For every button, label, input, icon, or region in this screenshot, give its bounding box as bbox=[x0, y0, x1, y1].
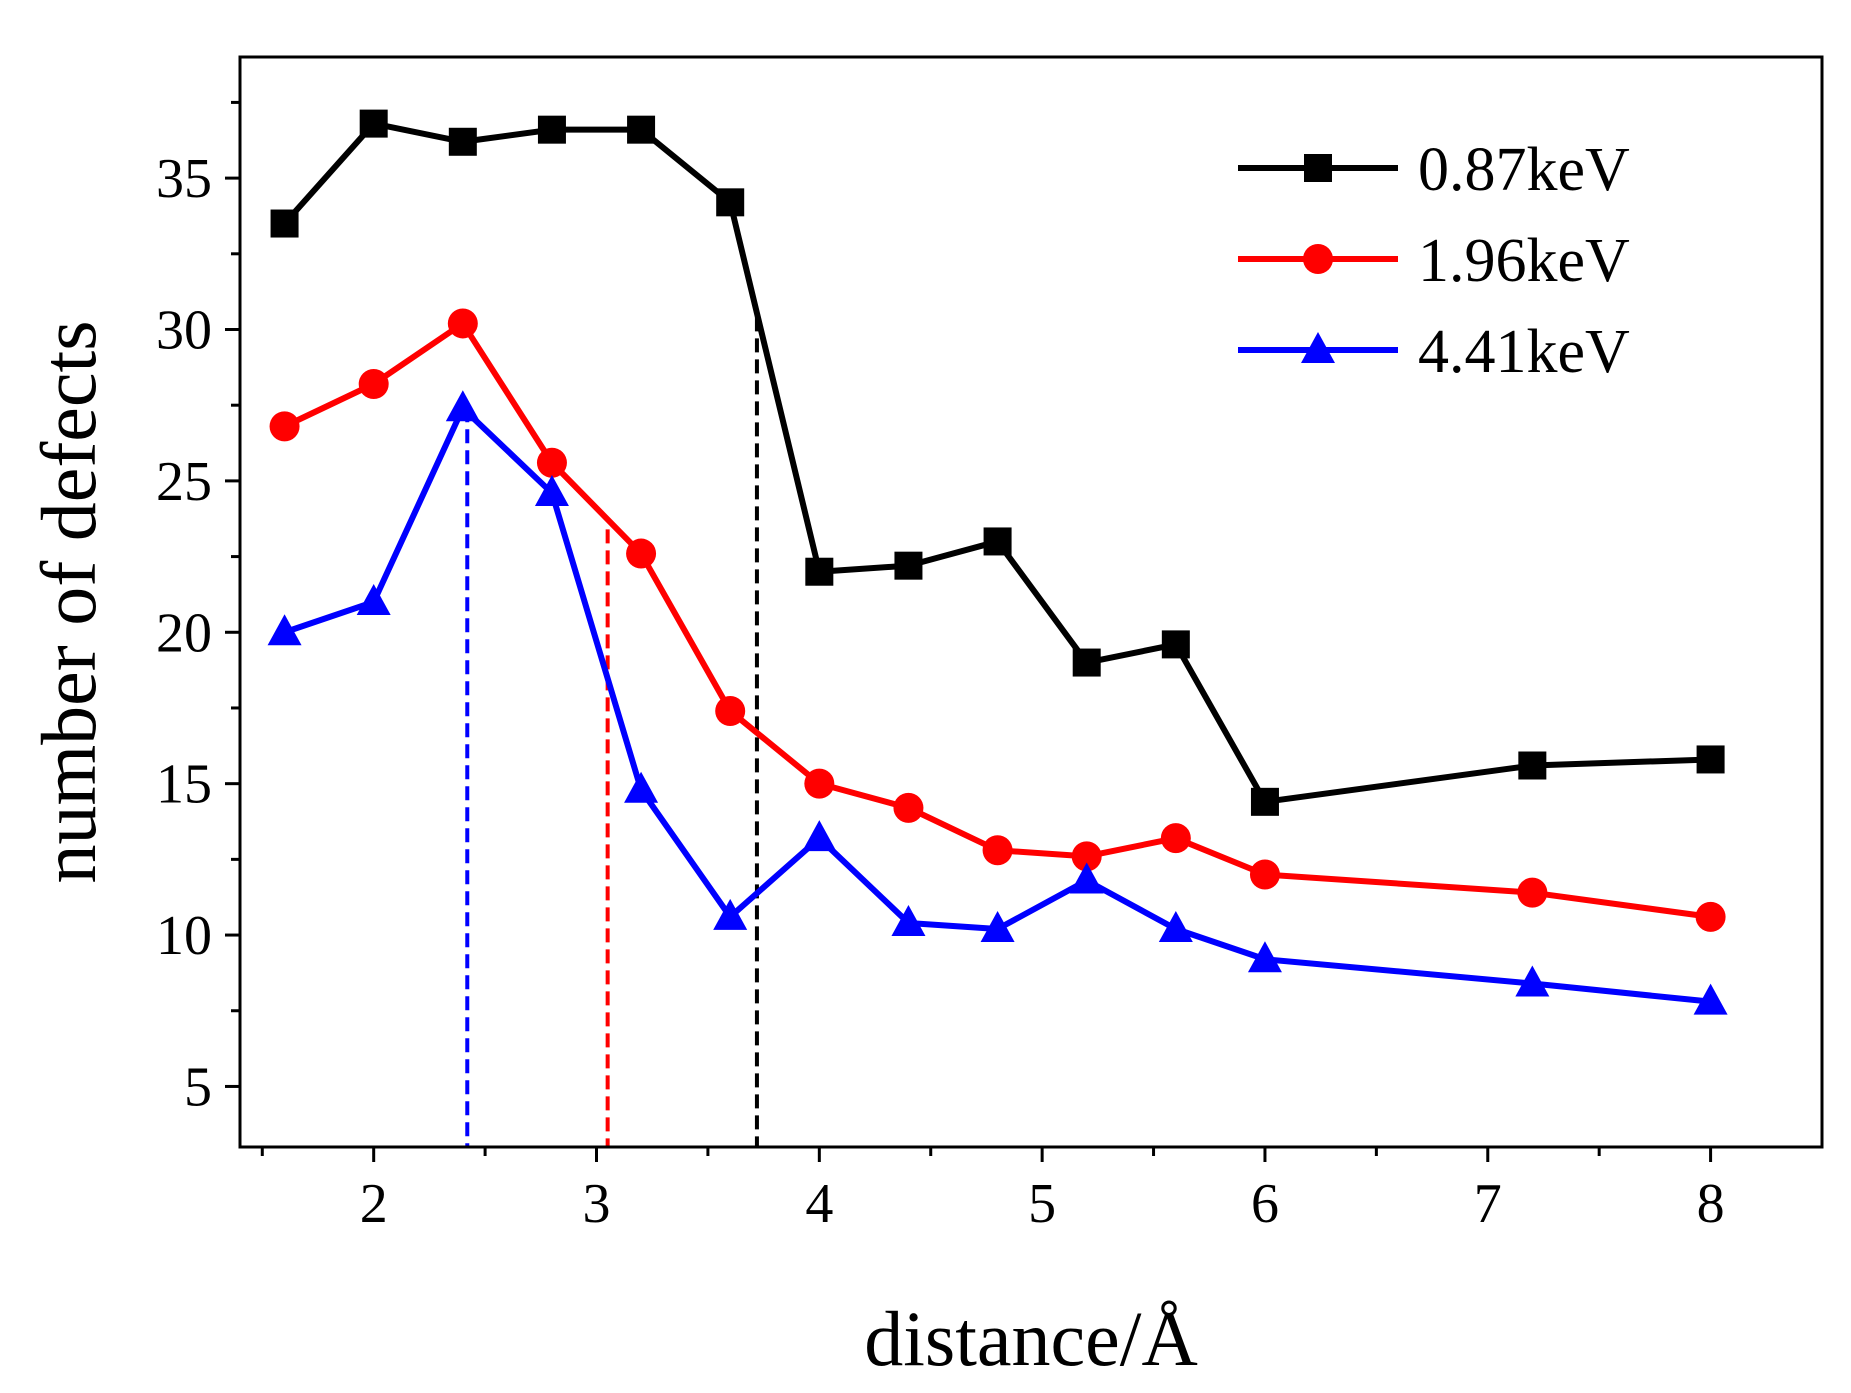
y-tick-labels: 5 10 15 20 25 30 35 bbox=[156, 148, 212, 1118]
data-point bbox=[982, 835, 1013, 866]
x-tick-label: 4 bbox=[805, 1173, 833, 1235]
x-tick-label: 6 bbox=[1251, 1173, 1279, 1235]
data-point bbox=[1250, 787, 1279, 816]
x-tick-label: 7 bbox=[1474, 1173, 1502, 1235]
legend-marker bbox=[1303, 244, 1333, 274]
data-point bbox=[627, 115, 656, 144]
legend-label: 4.41keV bbox=[1418, 318, 1630, 386]
data-point bbox=[716, 188, 745, 217]
data-point bbox=[1696, 745, 1725, 774]
data-point bbox=[445, 390, 480, 422]
data-point bbox=[356, 584, 391, 615]
series-0.87keV bbox=[270, 109, 1725, 816]
data-point bbox=[1161, 630, 1190, 659]
y-tick-label: 20 bbox=[156, 602, 212, 664]
data-point bbox=[267, 614, 302, 646]
data-point bbox=[269, 411, 300, 442]
series-1.96keV bbox=[269, 308, 1726, 932]
y-tick-label: 30 bbox=[156, 300, 212, 362]
x-tick-label: 5 bbox=[1028, 1173, 1056, 1235]
x-axis-label: distance/Å bbox=[864, 1295, 1198, 1382]
y-tick-label: 10 bbox=[156, 905, 212, 967]
data-point bbox=[894, 551, 923, 580]
x-tick-label: 2 bbox=[360, 1173, 388, 1235]
series-line bbox=[283, 405, 1711, 1005]
legend-symbol bbox=[1238, 332, 1398, 363]
data-point bbox=[1069, 862, 1104, 894]
data-point bbox=[1515, 965, 1550, 997]
y-axis-label: number of defects bbox=[25, 320, 112, 883]
data-point bbox=[1518, 751, 1547, 780]
legend-marker bbox=[1304, 154, 1332, 182]
legend-label: 1.96keV bbox=[1418, 227, 1630, 295]
data-point bbox=[802, 820, 837, 852]
data-point bbox=[626, 538, 657, 569]
data-point bbox=[537, 115, 566, 144]
x-tick-label: 3 bbox=[583, 1173, 611, 1235]
data-point bbox=[448, 127, 477, 156]
legend-symbol bbox=[1238, 154, 1398, 182]
y-tick-label: 25 bbox=[156, 451, 212, 513]
data-point bbox=[358, 369, 389, 399]
legend-marker bbox=[1301, 332, 1335, 363]
series-layer bbox=[267, 109, 1728, 1015]
x-tick-label: 8 bbox=[1697, 1173, 1725, 1235]
data-point bbox=[891, 904, 926, 936]
legend: 0.87keV 1.96keV 4.41keV bbox=[1238, 136, 1630, 386]
data-point bbox=[270, 209, 299, 238]
data-point bbox=[1247, 941, 1282, 973]
data-point bbox=[624, 771, 659, 803]
data-point bbox=[1072, 648, 1101, 677]
data-point bbox=[1158, 911, 1193, 942]
data-point bbox=[359, 109, 388, 138]
legend-entry: 1.96keV bbox=[1238, 227, 1630, 295]
legend-symbol bbox=[1238, 244, 1398, 274]
data-point bbox=[980, 911, 1015, 942]
data-point bbox=[1517, 877, 1548, 908]
y-tick-label: 15 bbox=[156, 754, 212, 816]
legend-label: 0.87keV bbox=[1418, 136, 1630, 204]
data-point bbox=[1693, 983, 1728, 1015]
data-point bbox=[713, 898, 748, 930]
data-point bbox=[983, 527, 1012, 556]
data-point bbox=[804, 768, 835, 799]
data-point bbox=[1695, 901, 1726, 932]
data-point bbox=[893, 792, 924, 823]
series-4.41keV bbox=[267, 390, 1728, 1015]
legend-entry: 0.87keV bbox=[1238, 136, 1630, 204]
data-point bbox=[715, 696, 746, 726]
ticks bbox=[225, 100, 1713, 1162]
y-tick-label: 5 bbox=[184, 1056, 212, 1118]
reference-lines bbox=[465, 317, 759, 1147]
legend-entry: 4.41keV bbox=[1238, 318, 1630, 386]
y-tick-label: 35 bbox=[156, 148, 212, 210]
data-point bbox=[534, 475, 569, 506]
data-point bbox=[1249, 859, 1280, 890]
data-point bbox=[536, 447, 567, 478]
series-line bbox=[283, 320, 1711, 920]
data-point bbox=[447, 308, 478, 339]
series-line bbox=[282, 120, 1711, 805]
data-point bbox=[1071, 841, 1102, 872]
plot-frame bbox=[238, 55, 1824, 1149]
x-tick-labels: 2 3 4 5 6 7 8 bbox=[360, 1173, 1725, 1235]
data-point bbox=[1160, 823, 1191, 854]
data-point bbox=[805, 557, 834, 586]
